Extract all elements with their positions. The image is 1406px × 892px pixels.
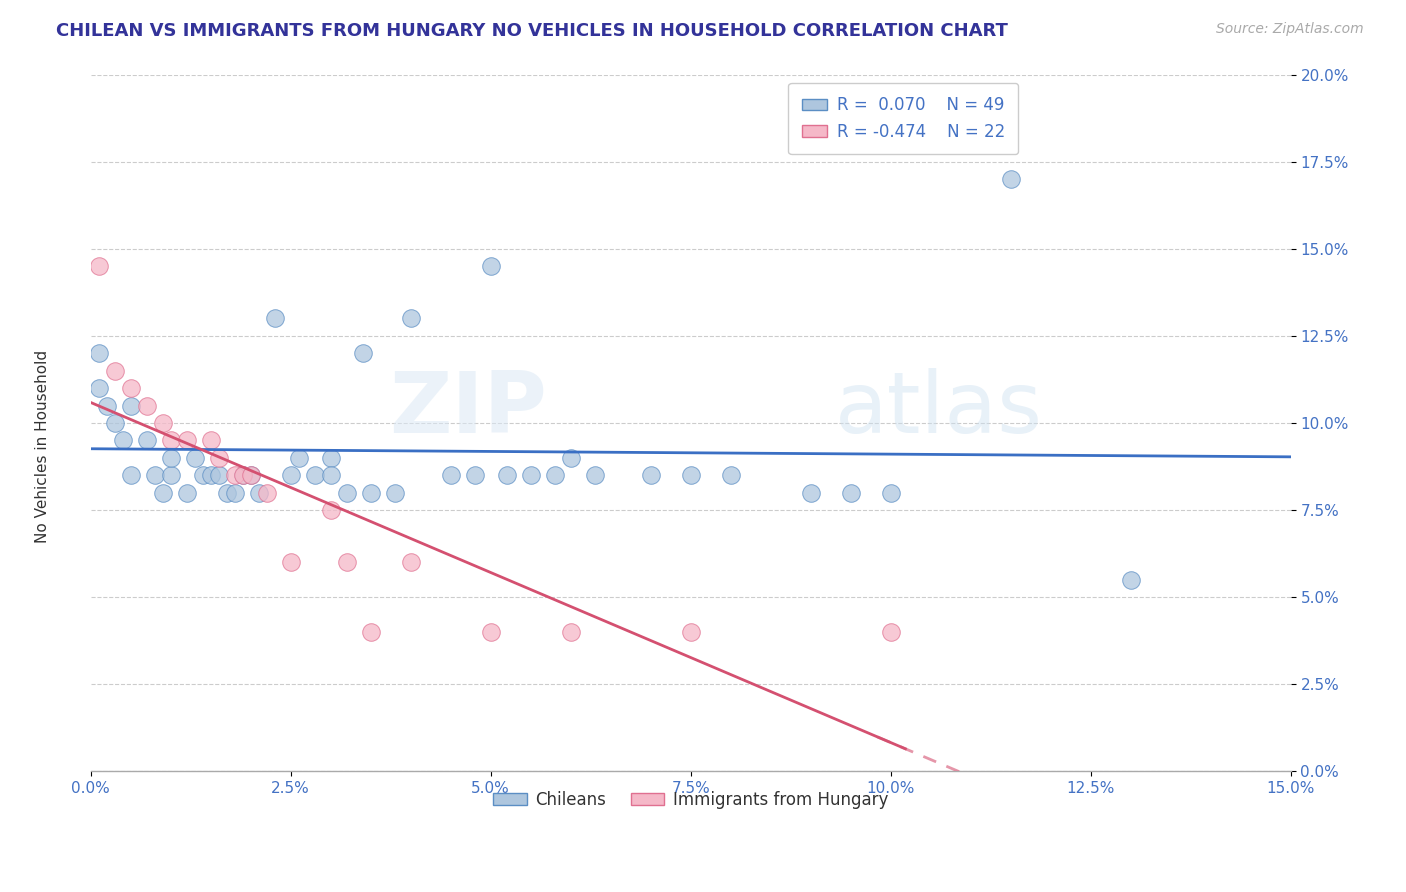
- Point: [232, 468, 254, 483]
- Point: [720, 468, 742, 483]
- Point: [336, 485, 359, 500]
- Point: [120, 468, 142, 483]
- Point: [440, 468, 463, 483]
- Point: [399, 311, 422, 326]
- Point: [200, 434, 222, 448]
- Point: [159, 434, 181, 448]
- Point: [263, 311, 285, 326]
- Point: [111, 434, 134, 448]
- Point: [191, 468, 214, 483]
- Point: [304, 468, 326, 483]
- Point: [399, 555, 422, 569]
- Point: [495, 468, 517, 483]
- Point: [879, 485, 901, 500]
- Point: [215, 485, 238, 500]
- Point: [239, 468, 262, 483]
- Point: [640, 468, 662, 483]
- Point: [679, 468, 702, 483]
- Point: [159, 468, 181, 483]
- Point: [256, 485, 278, 500]
- Point: [232, 468, 254, 483]
- Point: [543, 468, 565, 483]
- Point: [560, 625, 582, 640]
- Point: [319, 503, 342, 517]
- Point: [176, 485, 198, 500]
- Point: [96, 399, 118, 413]
- Point: [583, 468, 606, 483]
- Point: [352, 346, 374, 360]
- Point: [360, 485, 382, 500]
- Point: [336, 555, 359, 569]
- Point: [152, 485, 174, 500]
- Point: [247, 485, 270, 500]
- Point: [280, 555, 302, 569]
- Point: [1000, 172, 1022, 186]
- Point: [519, 468, 541, 483]
- Point: [287, 450, 309, 465]
- Point: [104, 416, 127, 430]
- Point: [479, 625, 502, 640]
- Text: ZIP: ZIP: [389, 368, 547, 450]
- Point: [200, 468, 222, 483]
- Point: [143, 468, 166, 483]
- Point: [839, 485, 862, 500]
- Point: [87, 346, 110, 360]
- Point: [464, 468, 486, 483]
- Point: [280, 468, 302, 483]
- Point: [560, 450, 582, 465]
- Text: CHILEAN VS IMMIGRANTS FROM HUNGARY NO VEHICLES IN HOUSEHOLD CORRELATION CHART: CHILEAN VS IMMIGRANTS FROM HUNGARY NO VE…: [56, 22, 1008, 40]
- Point: [239, 468, 262, 483]
- Point: [679, 625, 702, 640]
- Point: [183, 450, 205, 465]
- Point: [800, 485, 823, 500]
- Point: [319, 468, 342, 483]
- Point: [360, 625, 382, 640]
- Point: [152, 416, 174, 430]
- Point: [87, 259, 110, 273]
- Text: atlas: atlas: [835, 368, 1043, 450]
- Point: [159, 450, 181, 465]
- Point: [120, 399, 142, 413]
- Point: [319, 450, 342, 465]
- Point: [224, 485, 246, 500]
- Legend: Chileans, Immigrants from Hungary: Chileans, Immigrants from Hungary: [486, 784, 894, 815]
- Point: [384, 485, 406, 500]
- Text: No Vehicles in Household: No Vehicles in Household: [35, 350, 49, 542]
- Point: [135, 434, 157, 448]
- Point: [879, 625, 901, 640]
- Point: [479, 259, 502, 273]
- Point: [1119, 573, 1142, 587]
- Text: Source: ZipAtlas.com: Source: ZipAtlas.com: [1216, 22, 1364, 37]
- Point: [224, 468, 246, 483]
- Point: [207, 450, 229, 465]
- Point: [104, 364, 127, 378]
- Point: [135, 399, 157, 413]
- Point: [176, 434, 198, 448]
- Point: [120, 381, 142, 395]
- Point: [207, 468, 229, 483]
- Point: [87, 381, 110, 395]
